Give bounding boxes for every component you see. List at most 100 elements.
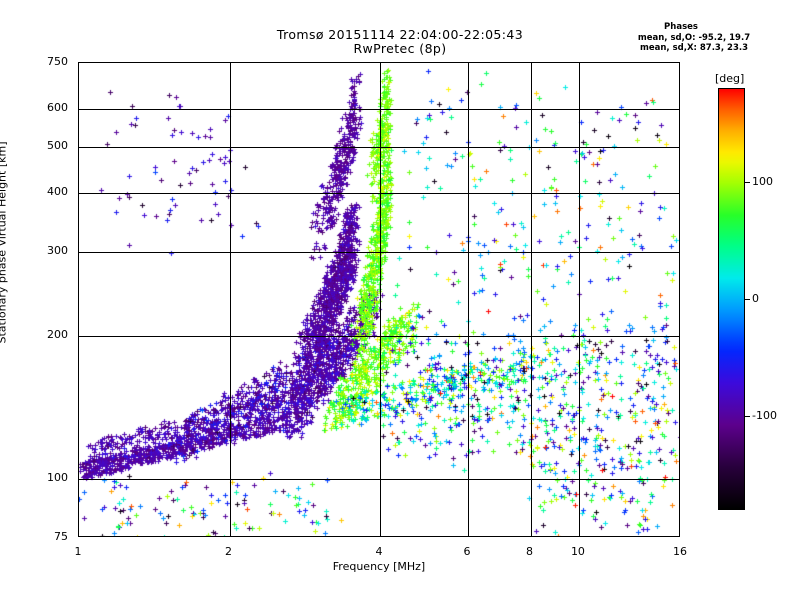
x-axis-minor-tick <box>516 536 517 537</box>
y-axis-minor-tick <box>679 220 680 221</box>
y-axis-tick-label: 75 <box>54 530 68 543</box>
chart-title: Tromsø 20151114 22:04:00-22:05:43 <box>276 27 524 42</box>
y-axis-minor-tick <box>78 180 79 181</box>
x-axis-minor-tick <box>600 536 601 537</box>
chart-subtitle: RwPretec (8p) <box>353 41 447 56</box>
x-axis-minor-tick <box>636 536 637 537</box>
y-axis-tick <box>679 63 680 64</box>
x-axis-minor-tick <box>406 536 407 537</box>
y-axis-tick-label: 300 <box>47 244 68 258</box>
y-axis-minor-tick <box>78 395 79 396</box>
x-axis-minor-tick <box>652 536 653 537</box>
colorbar-gradient <box>718 88 745 510</box>
x-axis-minor-tick <box>181 62 182 63</box>
colorbar-tick <box>745 299 750 300</box>
gridline-horizontal <box>79 479 679 480</box>
x-axis-tick <box>380 62 381 63</box>
y-axis-minor-tick <box>78 311 79 312</box>
x-axis-minor-tick <box>207 62 208 63</box>
x-axis-minor-tick <box>556 536 557 537</box>
x-axis-minor-tick <box>544 62 545 63</box>
y-axis-minor-tick <box>679 93 680 94</box>
x-axis-minor-tick <box>152 536 153 537</box>
x-axis-minor-tick <box>278 536 279 537</box>
y-axis-minor-tick <box>78 500 79 501</box>
x-axis-minor-tick <box>181 536 182 537</box>
gridline-horizontal <box>79 336 679 337</box>
gridline-horizontal <box>79 147 679 148</box>
y-axis-minor-tick <box>78 290 79 291</box>
x-axis-title: Frequency [MHz] <box>332 560 426 573</box>
x-axis-minor-tick <box>619 62 620 63</box>
y-axis-tick-label: 100 <box>47 470 68 484</box>
y-axis-tick-label: 200 <box>47 327 68 341</box>
y-axis-tick <box>679 193 680 194</box>
x-axis-minor-tick <box>207 536 208 537</box>
x-axis-tick <box>531 536 532 537</box>
x-axis-minor-tick <box>318 536 319 537</box>
x-axis-minor-tick <box>556 62 557 63</box>
x-axis-minor-tick <box>152 62 153 63</box>
plot-area <box>78 62 680 537</box>
y-axis-minor-tick <box>679 270 680 271</box>
y-axis-minor-tick <box>679 157 680 158</box>
x-axis-tick-label: 16 <box>673 545 687 558</box>
x-axis-minor-tick <box>568 536 569 537</box>
y-axis-tick <box>78 109 79 110</box>
y-axis-minor-tick <box>679 168 680 169</box>
x-axis-minor-tick <box>652 62 653 63</box>
x-axis-minor-tick <box>502 536 503 537</box>
y-axis-tick <box>679 252 680 253</box>
y-axis-minor-tick <box>679 512 680 513</box>
gridline-horizontal <box>79 252 679 253</box>
x-axis-minor-tick <box>485 536 486 537</box>
y-axis-minor-tick <box>78 206 79 207</box>
x-axis-minor-tick <box>351 536 352 537</box>
x-axis-minor-tick <box>600 62 601 63</box>
gridline-vertical <box>230 63 231 536</box>
phase-stats-heading: Phases <box>664 22 698 32</box>
phase-stats-annotation: Phases mean, sd,O: -95.2, 19.7 mean, sd,… <box>596 22 792 54</box>
y-axis-minor-tick <box>78 512 79 513</box>
y-axis-tick <box>78 63 79 64</box>
phase-stats-o-mode: mean, sd,O: -95.2, 19.7 <box>637 32 751 43</box>
x-axis-tick <box>230 62 231 63</box>
gridline-horizontal <box>79 193 679 194</box>
phase-stats-x-mode: mean, sd,X: 87.3, 23.3 <box>639 43 748 53</box>
x-axis-tick <box>579 536 580 537</box>
x-axis-minor-tick <box>119 62 120 63</box>
y-axis-minor-tick <box>679 77 680 78</box>
x-axis-tick <box>380 536 381 537</box>
colorbar-unit-label: [deg] <box>714 72 746 85</box>
y-axis-minor-tick <box>679 500 680 501</box>
x-axis-tick-label: 2 <box>225 545 232 558</box>
y-axis-minor-tick <box>679 311 680 312</box>
y-axis-tick-label: 600 <box>47 101 68 115</box>
y-axis-tick <box>679 336 680 337</box>
y-axis-minor-tick <box>78 270 79 271</box>
y-axis-tick <box>78 336 79 337</box>
y-axis-minor-tick <box>78 433 79 434</box>
x-axis-minor-tick <box>544 536 545 537</box>
gridline-horizontal <box>79 109 679 110</box>
x-axis-tick-label: 6 <box>463 545 471 558</box>
x-axis-minor-tick <box>119 536 120 537</box>
y-axis-minor-tick <box>78 363 79 364</box>
colorbar-tick-label: -100 <box>752 409 777 422</box>
y-axis-minor-tick <box>78 220 79 221</box>
x-axis-minor-tick <box>502 62 503 63</box>
x-axis-minor-tick <box>428 536 429 537</box>
y-axis-tick-label: 500 <box>47 138 68 152</box>
colorbar <box>718 88 745 510</box>
x-axis-minor-tick <box>351 62 352 63</box>
x-axis-minor-tick <box>619 536 620 537</box>
y-axis-tick <box>78 193 79 194</box>
colorbar-tick <box>745 182 750 183</box>
y-axis-minor-tick <box>78 127 79 128</box>
x-axis-tick <box>531 62 532 63</box>
y-axis-minor-tick <box>78 77 79 78</box>
gridline-vertical <box>579 63 580 536</box>
y-axis-tick <box>679 109 680 110</box>
y-axis-minor-tick <box>679 525 680 526</box>
gridline-vertical <box>380 63 381 536</box>
